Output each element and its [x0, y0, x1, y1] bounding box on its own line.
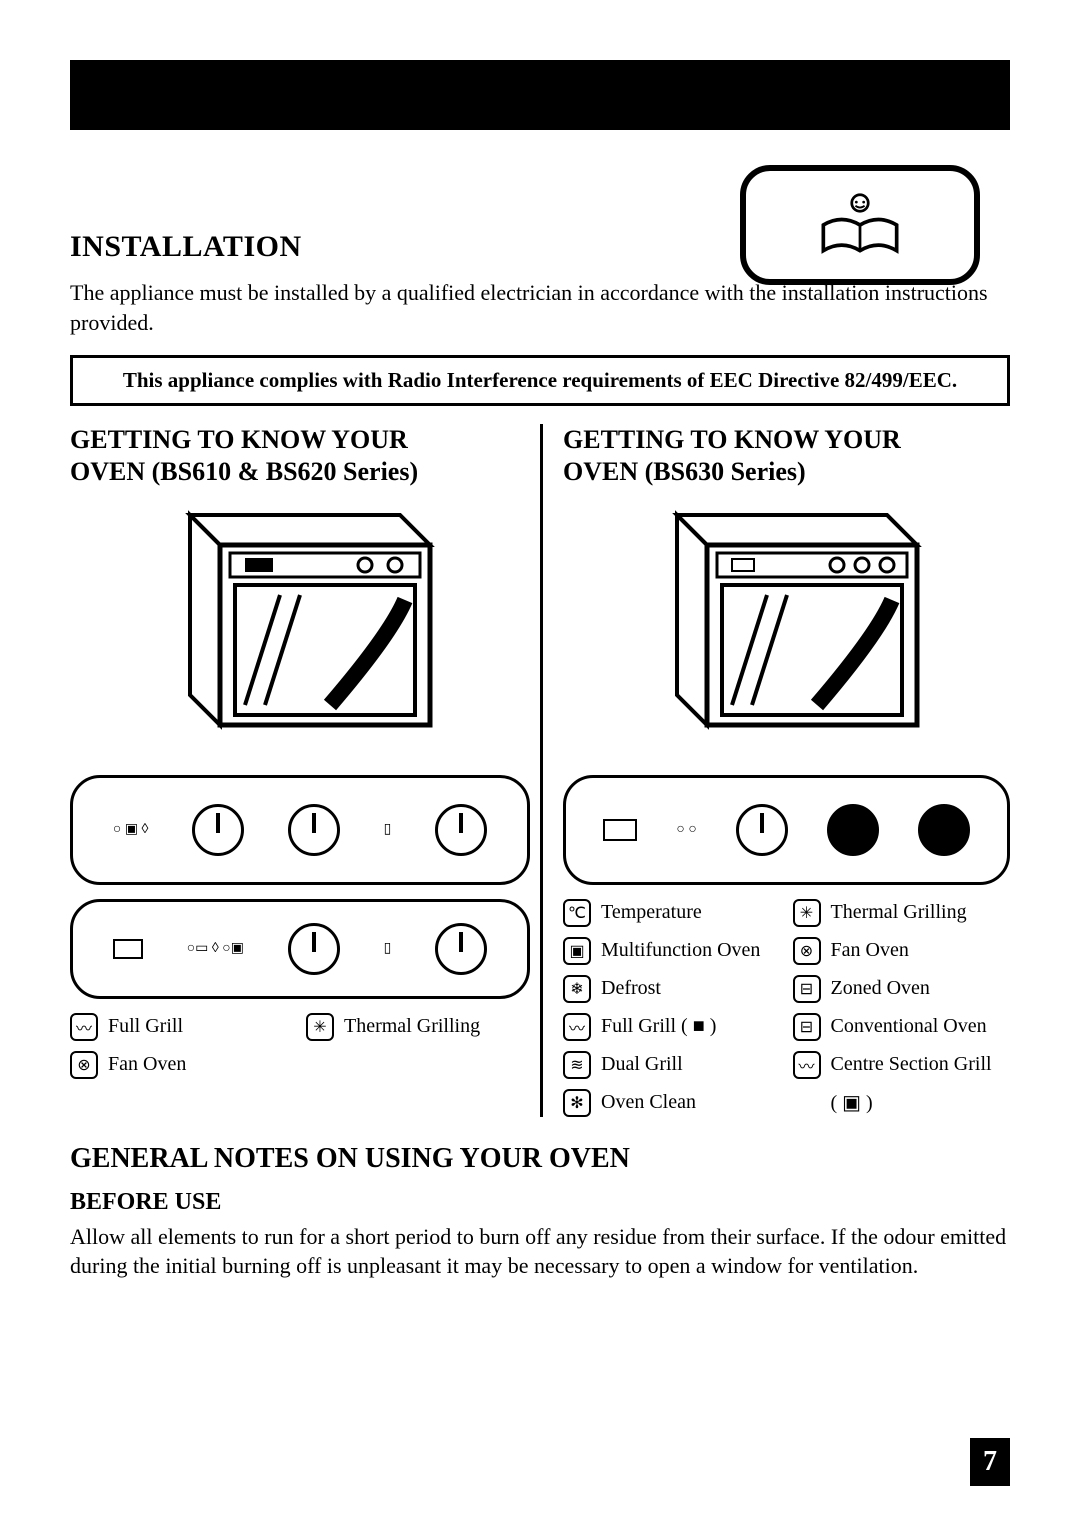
legend-label: Temperature [601, 901, 702, 924]
mini-symbols: ○ ▣ ◊ [113, 821, 149, 838]
read-manual-icon-wrap [740, 165, 980, 285]
oven-clean-icon: ✻ [563, 1089, 591, 1117]
dial-icon [288, 923, 340, 975]
dial-icon [435, 804, 487, 856]
legend-label: Fan Oven [108, 1053, 186, 1076]
header-black-bar [70, 60, 1010, 130]
right-heading-line2: OVEN (BS630 Series) [563, 457, 806, 486]
mini-symbols: ▯ [384, 821, 392, 838]
centre-grill-icon: 〰 [793, 1051, 821, 1079]
dial-icon [435, 923, 487, 975]
right-control-panel: ○ ○ [563, 775, 1010, 885]
legend-label: Dual Grill [601, 1053, 683, 1076]
defrost-icon: ❄ [563, 975, 591, 1003]
read-manual-icon [740, 165, 980, 285]
legend-label: Full Grill ( ■ ) [601, 1015, 716, 1038]
legend-row: ▣ Multifunction Oven [563, 937, 781, 965]
thermal-grill-icon: ✳ [793, 899, 821, 927]
dial-icon [192, 804, 244, 856]
installation-text: The appliance must be installed by a qua… [70, 278, 1010, 337]
dial-icon [827, 804, 879, 856]
left-control-panel-2: ○▭ ◊ ○▣ ▯ [70, 899, 530, 999]
left-heading: GETTING TO KNOW YOUR OVEN (BS610 & BS620… [70, 424, 530, 486]
before-use-text: Allow all elements to run for a short pe… [70, 1222, 1010, 1281]
legend-row: 〰 Full Grill ( ■ ) [563, 1013, 781, 1041]
zoned-icon: ⊟ [793, 975, 821, 1003]
legend-row: ≋ Dual Grill [563, 1051, 781, 1079]
mini-symbols: ○▭ ◊ ○▣ [187, 940, 244, 957]
thermal-grill-icon: ✳ [306, 1013, 334, 1041]
open-book-icon [805, 185, 915, 265]
legend-label: Thermal Grilling [344, 1015, 480, 1038]
left-legend: 〰 Full Grill ✳ Thermal Grilling ⊗ Fan Ov… [70, 1013, 530, 1079]
legend-row: ❄ Defrost [563, 975, 781, 1003]
fan-oven-icon: ⊗ [793, 937, 821, 965]
temp-icon: ℃ [563, 899, 591, 927]
legend-row: ✳ Thermal Grilling [306, 1013, 530, 1041]
before-use-heading: BEFORE USE [70, 1189, 1010, 1216]
legend-row: ( ▣ ) [793, 1089, 1011, 1117]
right-column: GETTING TO KNOW YOUR OVEN (BS630 Series) [540, 424, 1010, 1116]
legend-row: 〰 Centre Section Grill [793, 1051, 1011, 1079]
left-oven-illustration [70, 505, 530, 755]
dial-icon [736, 804, 788, 856]
legend-row: ⊗ Fan Oven [70, 1051, 294, 1079]
left-heading-line2: OVEN (BS610 & BS620 Series) [70, 457, 418, 486]
full-grill-icon: 〰 [563, 1013, 591, 1041]
dial-icon [918, 804, 970, 856]
legend-row: 〰 Full Grill [70, 1013, 294, 1041]
legend-label: Thermal Grilling [831, 901, 967, 924]
legend-label: Defrost [601, 977, 661, 1000]
legend-row: ✻ Oven Clean [563, 1089, 781, 1117]
left-control-panel-1: ○ ▣ ◊ ▯ [70, 775, 530, 885]
page-number: 7 [970, 1438, 1010, 1486]
grill-icon: 〰 [70, 1013, 98, 1041]
legend-row: ⊟ Zoned Oven [793, 975, 1011, 1003]
legend-label: Fan Oven [831, 939, 909, 962]
conventional-icon: ⊟ [793, 1013, 821, 1041]
legend-label: ( ▣ ) [831, 1090, 873, 1115]
right-heading-line1: GETTING TO KNOW YOUR [563, 425, 901, 454]
legend-label: Multifunction Oven [601, 939, 760, 962]
left-column: GETTING TO KNOW YOUR OVEN (BS610 & BS620… [70, 424, 540, 1116]
left-heading-line1: GETTING TO KNOW YOUR [70, 425, 408, 454]
legend-label: Centre Section Grill [831, 1053, 992, 1076]
right-oven-illustration [563, 505, 1010, 755]
fan-oven-icon: ⊗ [70, 1051, 98, 1079]
mini-symbols: ○ ○ [676, 822, 696, 838]
legend-row: ℃ Temperature [563, 899, 781, 927]
general-notes-heading: GENERAL NOTES ON USING YOUR OVEN [70, 1143, 1010, 1175]
dual-grill-icon: ≋ [563, 1051, 591, 1079]
mini-symbols: ▯ [384, 940, 392, 957]
legend-label: Oven Clean [601, 1091, 696, 1114]
two-column-section: GETTING TO KNOW YOUR OVEN (BS610 & BS620… [70, 424, 1010, 1116]
legend-label: Zoned Oven [831, 977, 930, 1000]
clock-rect [113, 939, 143, 959]
legend-row: ✳ Thermal Grilling [793, 899, 1011, 927]
legend-row: ⊗ Fan Oven [793, 937, 1011, 965]
right-heading: GETTING TO KNOW YOUR OVEN (BS630 Series) [563, 424, 1010, 486]
dial-icon [288, 804, 340, 856]
compliance-box: This appliance complies with Radio Inter… [70, 355, 1010, 406]
multi-icon: ▣ [563, 937, 591, 965]
legend-row: ⊟ Conventional Oven [793, 1013, 1011, 1041]
legend-label: Full Grill [108, 1015, 183, 1038]
clock-rect [603, 819, 637, 841]
legend-label: Conventional Oven [831, 1015, 987, 1038]
right-legend: ℃ Temperature ✳ Thermal Grilling ▣ Multifun… [563, 899, 1010, 1117]
